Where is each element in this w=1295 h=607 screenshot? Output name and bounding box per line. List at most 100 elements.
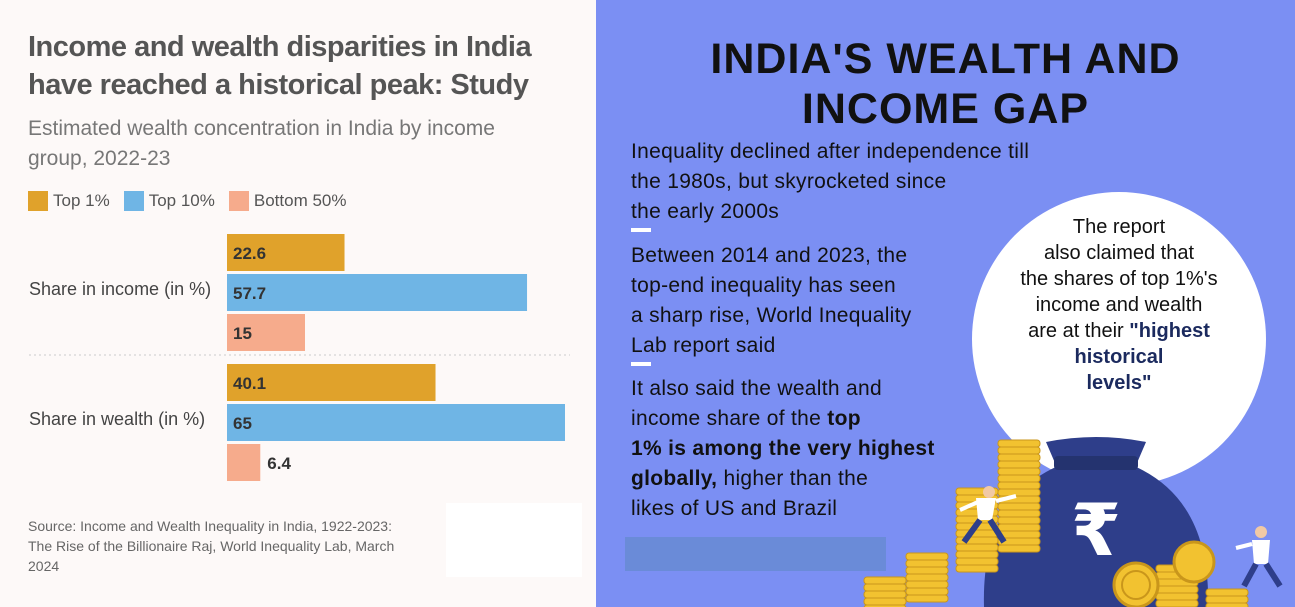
quote-line6-highlight: historical bbox=[1074, 346, 1164, 368]
point-2-line4: Lab report said bbox=[631, 334, 776, 357]
bar-value-label: 6.4 bbox=[267, 454, 291, 473]
coin bbox=[1155, 599, 1199, 607]
legend-label-bottom50: Bottom 50% bbox=[253, 191, 347, 210]
point-3-line2-bold: top bbox=[827, 407, 861, 430]
blank-box bbox=[446, 503, 582, 577]
source-line2: The Rise of the Billionaire Raj, World I… bbox=[28, 538, 395, 554]
bar-value-label: 22.6 bbox=[233, 244, 266, 263]
source-line1: Source: Income and Wealth Inequality in … bbox=[28, 518, 392, 534]
coin bbox=[955, 529, 999, 538]
infographic-panel: INDIA'S WEALTH AND INCOME GAP Inequality… bbox=[596, 0, 1295, 607]
legend-item-bottom50: Bottom 50% bbox=[228, 191, 347, 211]
quote-line5: are at their "highest bbox=[989, 318, 1249, 344]
legend-swatch-bottom50 bbox=[228, 191, 249, 211]
coin bbox=[997, 481, 1041, 490]
coin bbox=[997, 453, 1041, 462]
bar-value-label: 57.7 bbox=[233, 284, 266, 303]
coin bbox=[997, 544, 1041, 553]
point-3-line2-text: income share of the bbox=[631, 407, 828, 430]
bar-value-label: 65 bbox=[233, 414, 252, 433]
bar bbox=[227, 444, 261, 481]
coin bbox=[997, 488, 1041, 497]
coin bbox=[997, 502, 1041, 511]
coin bbox=[1205, 595, 1249, 604]
coin bbox=[955, 550, 999, 559]
coin bbox=[863, 576, 907, 585]
point-1-line1: Inequality declined after independence t… bbox=[631, 140, 1030, 163]
coin bbox=[997, 516, 1041, 525]
coin bbox=[905, 566, 949, 575]
coin bbox=[905, 587, 949, 596]
quote-line3: the shares of top 1%'s bbox=[1020, 268, 1218, 290]
coin bbox=[955, 557, 999, 566]
chart-subtitle-line2: group, 2022-23 bbox=[28, 147, 171, 170]
bar-chart: Share in income (in %) 22.6 57.7 15 Share in… bbox=[29, 234, 570, 481]
quote-line5-text: are at their bbox=[1028, 320, 1130, 342]
point-3-line4: globally, higher than the bbox=[631, 464, 935, 494]
legend-label-top1: Top 1% bbox=[53, 191, 110, 210]
bar bbox=[227, 274, 528, 311]
coin bbox=[905, 580, 949, 589]
coin bbox=[997, 439, 1041, 448]
coin bbox=[1155, 592, 1199, 601]
point-3-line3: 1% is among the very highest bbox=[631, 434, 935, 464]
quote-circle bbox=[972, 192, 1266, 486]
chart-subtitle-line1: Estimated wealth concentration in India … bbox=[28, 117, 495, 140]
coin bbox=[955, 543, 999, 552]
quote-line7-highlight: levels" bbox=[1086, 372, 1152, 394]
category-label: Share in wealth (in %) bbox=[29, 409, 205, 429]
chart-title-line2: have reached a historical peak: Study bbox=[28, 69, 529, 101]
blank-bar bbox=[625, 537, 886, 571]
point-3-line1: It also said the wealth and bbox=[631, 377, 882, 400]
bar-value-label: 40.1 bbox=[233, 374, 266, 393]
big-coins-icon bbox=[1112, 540, 1216, 607]
chart-subtitle: Estimated wealth concentration in India … bbox=[28, 114, 548, 174]
legend-swatch-top1 bbox=[28, 191, 48, 211]
quote-line1: The report bbox=[1072, 216, 1166, 238]
coin bbox=[863, 590, 907, 599]
chart-panel: Income and wealth disparities in India h… bbox=[0, 0, 596, 607]
coin bbox=[997, 474, 1041, 483]
quote-text: The report also claimed that the shares … bbox=[989, 214, 1249, 396]
point-3: It also said the wealth and income share… bbox=[631, 374, 935, 524]
point-3-line4-bold: globally, bbox=[631, 467, 718, 490]
bar-value-label: 15 bbox=[233, 324, 252, 343]
legend-item-top1: Top 1% bbox=[28, 191, 110, 211]
bar bbox=[227, 234, 345, 271]
point-2-line1: Between 2014 and 2023, the bbox=[631, 244, 908, 267]
point-1: Inequality declined after independence t… bbox=[631, 137, 1029, 227]
coin bbox=[997, 446, 1041, 455]
point-3-line5: likes of US and Brazil bbox=[631, 497, 838, 520]
coin bbox=[955, 564, 999, 573]
point-2-line2: top-end inequality has seen bbox=[631, 274, 896, 297]
coin bbox=[1155, 585, 1199, 594]
separator-dash-1 bbox=[631, 228, 651, 232]
coin bbox=[905, 594, 949, 603]
running-person-left-icon bbox=[959, 486, 1017, 544]
infographic-title-line2: INCOME GAP bbox=[801, 85, 1090, 133]
rupee-icon: ₹ bbox=[1071, 488, 1121, 572]
source-line3: 2024 bbox=[28, 558, 60, 574]
chart-source: Source: Income and Wealth Inequality in … bbox=[28, 516, 458, 576]
separator-dash-2 bbox=[631, 362, 651, 366]
point-3-line3-bold: 1% is among the very highest bbox=[631, 437, 935, 460]
quote-line5-highlight: "highest bbox=[1129, 320, 1210, 342]
bar bbox=[227, 314, 305, 351]
point-3-line4-text: higher than the bbox=[717, 467, 869, 490]
chart-title: Income and wealth disparities in India h… bbox=[28, 28, 578, 104]
point-2-line3: a sharp rise, World Inequality bbox=[631, 304, 912, 327]
infographic-title: INDIA'S WEALTH AND INCOME GAP bbox=[596, 34, 1295, 134]
category-label: Share in income (in %) bbox=[29, 279, 211, 299]
point-3-line2: income share of the top bbox=[631, 404, 935, 434]
coin bbox=[905, 552, 949, 561]
quote-line4: income and wealth bbox=[1035, 294, 1203, 316]
point-1-line3: the early 2000s bbox=[631, 200, 780, 223]
legend-swatch-top10 bbox=[123, 191, 144, 211]
coin bbox=[1205, 602, 1249, 607]
chart-title-line1: Income and wealth disparities in India bbox=[28, 31, 532, 63]
coin bbox=[997, 467, 1041, 476]
point-2: Between 2014 and 2023, the top-end inequ… bbox=[631, 241, 912, 361]
bar bbox=[227, 404, 565, 441]
bar bbox=[227, 364, 436, 401]
coin bbox=[863, 597, 907, 606]
